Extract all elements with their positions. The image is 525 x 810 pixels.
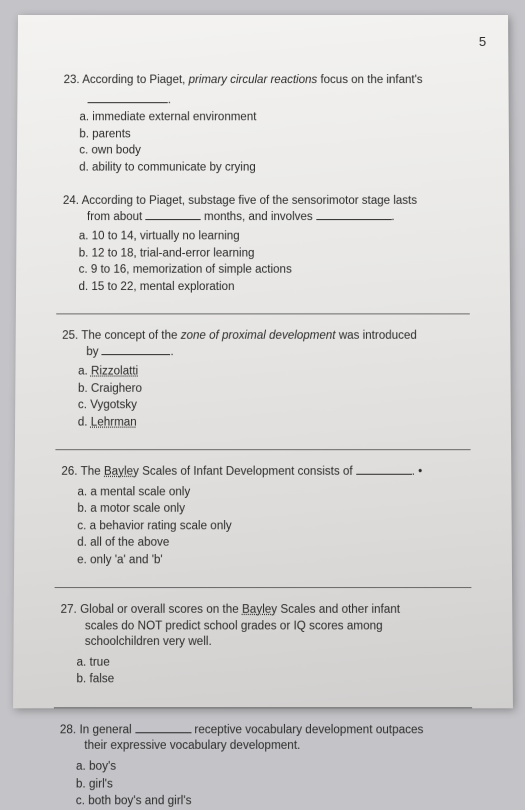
q25-options: a. Rizzolatti b. Craighero c. Vygotsky d… xyxy=(78,365,471,431)
option: c. a behavior rating scale only xyxy=(77,519,471,535)
blank-fill xyxy=(316,219,391,220)
q27-text: 27. Global or overall scores on the Bayl… xyxy=(60,603,471,651)
option: a. immediate external environment xyxy=(79,110,468,126)
q25-text: 25. The concept of the zone of proximal … xyxy=(62,329,470,361)
q27-options: a. true b. false xyxy=(76,655,472,688)
question-23: 23. According to Piaget, primary circula… xyxy=(63,73,469,176)
option: a. Rizzolatti xyxy=(78,365,470,381)
q23-text: 23. According to Piaget, primary circula… xyxy=(64,73,469,89)
option: a. boy's xyxy=(76,759,473,775)
option: b. girl's xyxy=(76,777,473,793)
blank-fill xyxy=(102,354,171,355)
q24-text: 24. According to Piaget, substage five o… xyxy=(63,194,469,225)
question-27: 27. Global or overall scores on the Bayl… xyxy=(60,603,472,689)
option: a. true xyxy=(77,655,472,671)
option: b. 12 to 18, trial-and-error learning xyxy=(79,246,470,262)
option: c. Vygotsky xyxy=(78,398,471,414)
question-24: 24. According to Piaget, substage five o… xyxy=(62,194,469,295)
option: b. false xyxy=(76,672,472,688)
option: b. parents xyxy=(79,127,468,143)
option: c. 9 to 16, memorization of simple actio… xyxy=(79,263,470,279)
question-28: 28. In general receptive vocabulary deve… xyxy=(59,723,472,810)
option: b. a motor scale only xyxy=(77,502,471,518)
q23-options: a. immediate external environment b. par… xyxy=(79,110,469,176)
worksheet-page: 5 23. According to Piaget, primary circu… xyxy=(13,15,513,708)
blank-fill xyxy=(135,732,191,733)
question-26: 26. The Bayley Scales of Infant Developm… xyxy=(61,465,472,569)
questions-content: 23. According to Piaget, primary circula… xyxy=(53,73,472,810)
option: d. 15 to 22, mental exploration xyxy=(79,280,470,296)
section-divider xyxy=(55,587,472,588)
blank-fill xyxy=(356,474,412,475)
q28-options: a. boy's b. girl's c. both boy's and gir… xyxy=(76,759,473,810)
page-number: 5 xyxy=(479,33,486,51)
option: a. a mental scale only xyxy=(77,485,470,501)
question-25: 25. The concept of the zone of proximal … xyxy=(62,329,471,431)
option: e. only 'a' and 'b' xyxy=(77,553,471,569)
option: c. both boy's and girl's xyxy=(76,794,473,810)
section-divider xyxy=(55,449,470,450)
option: a. 10 to 14, virtually no learning xyxy=(79,229,470,245)
q28-text: 28. In general receptive vocabulary deve… xyxy=(60,723,473,755)
option: b. Craighero xyxy=(78,381,470,397)
section-divider xyxy=(54,707,472,708)
q24-options: a. 10 to 14, virtually no learning b. 12… xyxy=(79,229,470,295)
blank-fill xyxy=(145,219,200,220)
q26-text: 26. The Bayley Scales of Infant Developm… xyxy=(61,465,470,481)
blank-fill xyxy=(88,102,168,103)
option: c. own body xyxy=(79,143,469,159)
option: d. Lehrman xyxy=(78,415,471,431)
option: d. ability to communicate by crying xyxy=(79,160,469,176)
q26-options: a. a mental scale only b. a motor scale … xyxy=(77,485,471,569)
option: d. all of the above xyxy=(77,536,471,552)
section-divider xyxy=(56,314,470,315)
